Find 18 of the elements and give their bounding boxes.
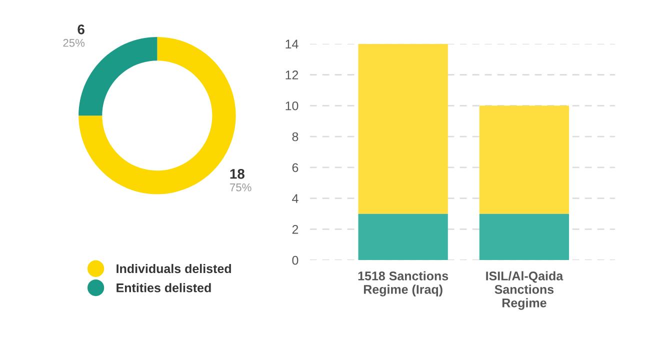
y-tick-label: 14 — [286, 40, 298, 48]
y-tick-label: 2 — [292, 225, 298, 234]
bar — [358, 44, 448, 214]
y-tick-label: 6 — [292, 163, 298, 172]
bar — [479, 214, 570, 260]
y-tick-label: 10 — [286, 101, 298, 110]
y-tick-label: 12 — [286, 70, 298, 80]
x-tick-label: 1518 Sanctions Regime (Iraq) — [358, 271, 448, 296]
bar — [358, 214, 448, 260]
y-tick-label: 4 — [292, 194, 298, 203]
data-label: 6 25% — [63, 24, 85, 47]
legend-label: Entities delisted — [116, 283, 211, 292]
bar — [479, 106, 570, 214]
legend-label: Individuals delisted — [116, 264, 231, 274]
y-tick-label: 8 — [292, 132, 298, 142]
x-tick-label: ISIL/Al-Qaida Sanctions Regime — [486, 271, 564, 310]
data-label: 18 75% — [230, 168, 252, 192]
y-tick-label: 0 — [292, 256, 298, 265]
